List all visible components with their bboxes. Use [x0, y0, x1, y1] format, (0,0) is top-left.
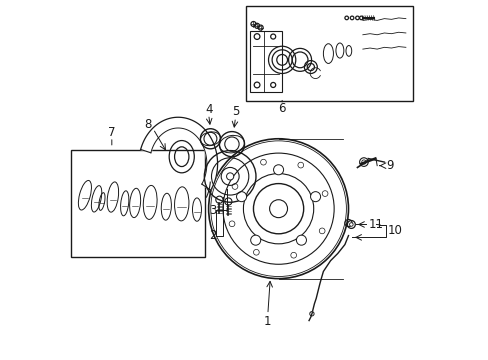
Circle shape: [310, 192, 320, 202]
Circle shape: [296, 235, 306, 245]
Text: 3: 3: [209, 204, 217, 217]
Text: 4: 4: [204, 103, 212, 116]
Text: 1: 1: [264, 315, 271, 328]
Text: 6: 6: [278, 102, 285, 115]
Bar: [246, 6, 412, 101]
Text: 11: 11: [367, 218, 383, 231]
Polygon shape: [141, 117, 217, 190]
Text: 9: 9: [386, 159, 393, 172]
Bar: [249, 31, 282, 92]
Text: 2: 2: [209, 229, 217, 242]
Circle shape: [236, 192, 246, 202]
Text: 7: 7: [108, 126, 115, 139]
Circle shape: [250, 235, 260, 245]
Text: 10: 10: [387, 224, 402, 238]
Circle shape: [273, 165, 283, 175]
Circle shape: [226, 173, 233, 180]
Text: 8: 8: [144, 118, 152, 131]
Circle shape: [349, 223, 352, 226]
Text: 5: 5: [231, 105, 239, 118]
Circle shape: [269, 200, 287, 218]
Bar: [70, 149, 204, 257]
